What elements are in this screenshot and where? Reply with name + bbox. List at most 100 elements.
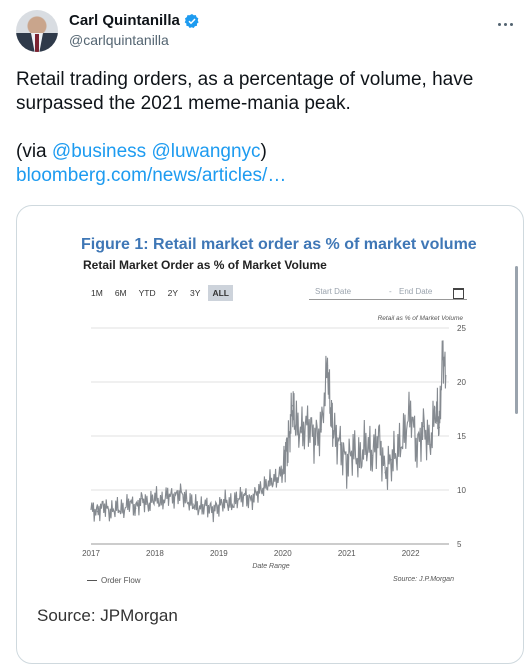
data-point [154, 495, 156, 498]
series-order-flow [90, 340, 447, 523]
tweet-body: Retail trading orders, as a percentage o… [16, 68, 522, 188]
data-point [403, 434, 405, 436]
y-tick-label: 15 [457, 432, 466, 441]
data-point [147, 504, 150, 506]
data-point [358, 461, 361, 463]
range-ytd[interactable]: YTD [138, 288, 156, 298]
x-axis: 2017 2018 2019 2020 2021 2022 [82, 549, 420, 558]
y-tick-label: 5 [457, 540, 462, 549]
mention-luwangnyc[interactable]: @luwangnyc [151, 141, 261, 162]
data-point [429, 444, 431, 446]
data-point [445, 374, 447, 377]
data-point [263, 487, 265, 489]
data-point [294, 424, 297, 426]
data-point [269, 480, 271, 482]
mention-business[interactable]: @business [51, 141, 147, 162]
data-point [384, 472, 386, 474]
data-point [422, 425, 425, 427]
y-axis: 5 10 15 20 25 [457, 324, 466, 549]
range-1m[interactable]: 1M [91, 288, 103, 298]
data-point [365, 441, 367, 444]
data-point [141, 498, 143, 500]
image-scrollbar[interactable] [515, 266, 518, 414]
tweet-via: (via @business @luwangnyc) [16, 140, 522, 164]
data-point [237, 498, 239, 500]
data-point [438, 426, 441, 428]
data-point [371, 454, 373, 457]
data-point [179, 491, 182, 493]
data-point [285, 450, 287, 452]
series-line [90, 340, 447, 523]
data-point [256, 491, 258, 493]
more-options-icon[interactable] [493, 12, 517, 36]
y-tick-label: 25 [457, 324, 466, 333]
author-name-row[interactable]: Carl Quintanilla [69, 12, 200, 29]
author-handle[interactable]: @carlquintanilla [69, 32, 169, 48]
data-point [397, 450, 399, 452]
data-point [135, 507, 137, 509]
card-source-label: Source: JPMorgan [37, 606, 178, 625]
via-prefix: (via [16, 141, 52, 162]
x-axis-label: Date Range [252, 563, 289, 570]
verified-badge-icon [184, 13, 199, 28]
data-point [122, 509, 124, 512]
legend-swatch [87, 579, 97, 582]
avatar-tie [35, 34, 39, 52]
data-point [416, 448, 418, 450]
data-point [109, 512, 111, 514]
range-6m[interactable]: 6M [114, 288, 127, 298]
data-point [167, 493, 169, 495]
x-tick-label: 2020 [274, 549, 292, 558]
data-point [330, 413, 332, 415]
x-tick-label: 2019 [210, 549, 228, 558]
data-point [275, 478, 277, 480]
data-point [442, 351, 444, 353]
data-point [211, 509, 214, 512]
x-tick-label: 2018 [146, 549, 164, 558]
data-point [435, 407, 437, 409]
data-point [103, 504, 105, 506]
figure-title: Figure 1: Retail market order as % of ma… [81, 236, 477, 253]
order-flow-chart: Retail as % of Market Volume 5 10 15 20 25 2… [82, 315, 466, 570]
end-date-field[interactable]: End Date [399, 287, 433, 296]
data-point [243, 494, 246, 496]
data-point [192, 503, 194, 505]
data-point [307, 422, 309, 424]
data-point [199, 507, 201, 509]
data-point [314, 437, 316, 439]
data-point [301, 431, 303, 433]
legend-label: Order Flow [101, 576, 141, 585]
data-point [326, 365, 329, 367]
media-card[interactable]: Figure 1: Retail market order as % of ma… [16, 205, 524, 664]
date-underline [309, 299, 467, 300]
x-tick-label: 2017 [82, 549, 100, 558]
y-tick-label: 20 [457, 378, 466, 387]
range-2y[interactable]: 2Y [167, 288, 179, 298]
data-point [173, 496, 175, 499]
calendar-icon[interactable] [453, 288, 464, 299]
data-point [218, 505, 220, 507]
data-point [333, 433, 335, 435]
chart-legend: Order Flow [87, 576, 141, 585]
start-date-field[interactable]: Start Date [315, 287, 352, 296]
date-separator: - [389, 287, 392, 296]
tweet-text: Retail trading orders, as a percentage o… [16, 69, 474, 114]
x-tick-label: 2022 [402, 549, 420, 558]
range-3y[interactable]: 3Y [190, 288, 201, 298]
y-tick-label: 10 [457, 486, 466, 495]
article-link[interactable]: bloomberg.com/news/articles/… [16, 165, 287, 186]
chart-grid [91, 327, 449, 545]
author-name[interactable]: Carl Quintanilla [69, 12, 180, 29]
data-point [205, 504, 207, 506]
range-all[interactable]: ALL [208, 285, 233, 301]
data-point [186, 500, 188, 502]
x-tick-label: 2021 [338, 549, 356, 558]
data-point [339, 444, 341, 446]
data-point [115, 506, 118, 508]
data-point [90, 508, 92, 511]
data-point [231, 504, 233, 506]
avatar[interactable] [16, 10, 58, 52]
data-point [352, 448, 354, 450]
series-label: Retail as % of Market Volume [378, 315, 464, 322]
data-point [128, 501, 130, 503]
